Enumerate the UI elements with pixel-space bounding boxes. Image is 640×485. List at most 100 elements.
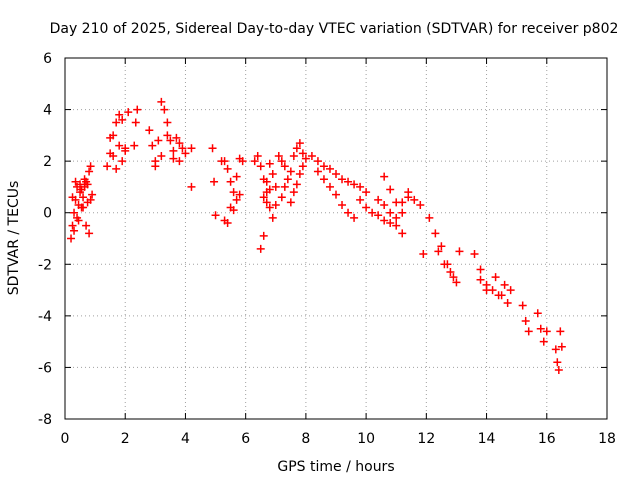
data-point xyxy=(262,177,271,186)
data-point xyxy=(551,345,560,354)
data-point xyxy=(386,185,395,194)
data-point xyxy=(169,146,178,155)
data-point xyxy=(392,213,401,222)
data-point xyxy=(109,151,118,160)
data-point xyxy=(172,133,181,142)
data-point xyxy=(157,151,166,160)
data-point xyxy=(256,162,265,171)
x-tick-label: 16 xyxy=(538,431,556,447)
data-point xyxy=(271,182,280,191)
data-point xyxy=(130,141,139,150)
data-point xyxy=(187,144,196,153)
data-point xyxy=(440,260,449,269)
data-point xyxy=(259,193,268,202)
data-point xyxy=(83,180,92,189)
y-tick-label: -6 xyxy=(38,360,52,376)
data-point xyxy=(476,265,485,274)
y-tick-label: 2 xyxy=(43,154,52,170)
data-point xyxy=(86,195,95,204)
data-point xyxy=(350,213,359,222)
data-point xyxy=(554,366,563,375)
data-point xyxy=(419,249,428,258)
data-point xyxy=(289,151,298,160)
data-point xyxy=(431,229,440,238)
data-point xyxy=(295,170,304,179)
data-point xyxy=(292,144,301,153)
data-point xyxy=(325,182,334,191)
x-tick-label: 14 xyxy=(478,431,496,447)
data-point xyxy=(539,337,548,346)
x-tick-label: 2 xyxy=(121,431,130,447)
data-point xyxy=(556,327,565,336)
data-point xyxy=(68,221,77,230)
data-point xyxy=(536,324,545,333)
y-tick-labels: -8 -6 -4 -2 0 2 4 6 xyxy=(38,51,52,428)
data-point xyxy=(542,327,551,336)
data-point xyxy=(476,275,485,284)
data-point xyxy=(154,136,163,145)
data-point xyxy=(350,180,359,189)
data-points xyxy=(67,97,566,375)
data-point xyxy=(313,157,322,166)
data-point xyxy=(259,231,268,240)
data-point xyxy=(344,177,353,186)
data-point xyxy=(265,203,274,212)
data-point xyxy=(74,216,83,225)
data-point xyxy=(319,162,328,171)
data-point xyxy=(292,180,301,189)
data-point xyxy=(286,167,295,176)
data-point xyxy=(319,175,328,184)
data-point xyxy=(229,188,238,197)
data-point xyxy=(187,182,196,191)
data-point xyxy=(124,108,133,117)
data-point xyxy=(325,164,334,173)
x-tick-label: 10 xyxy=(357,431,375,447)
data-point xyxy=(67,234,76,243)
x-tick-label: 8 xyxy=(301,431,310,447)
data-point xyxy=(229,206,238,215)
y-tick-label: 0 xyxy=(43,206,52,222)
data-point xyxy=(268,170,277,179)
chart-title: Day 210 of 2025, Sidereal Day-to-day VTE… xyxy=(50,21,619,37)
data-point xyxy=(70,208,79,217)
data-point xyxy=(374,211,383,220)
data-point xyxy=(112,164,121,173)
data-point xyxy=(500,280,509,289)
x-axis-label: GPS time / hours xyxy=(277,459,394,475)
axis-ticks xyxy=(64,57,608,420)
data-point xyxy=(235,190,244,199)
data-point xyxy=(118,157,127,166)
data-point xyxy=(223,219,232,228)
x-tick-label: 12 xyxy=(417,431,435,447)
data-point xyxy=(256,244,265,253)
data-point xyxy=(88,190,97,199)
data-point xyxy=(491,273,500,282)
data-point xyxy=(506,286,515,295)
data-point xyxy=(446,268,455,277)
data-point xyxy=(226,177,235,186)
data-point xyxy=(112,118,121,127)
data-point xyxy=(392,198,401,207)
data-point xyxy=(148,141,157,150)
data-point xyxy=(70,226,79,235)
data-point xyxy=(175,139,184,148)
data-point xyxy=(79,193,88,202)
data-point xyxy=(307,151,316,160)
data-point xyxy=(301,154,310,163)
data-point xyxy=(211,211,220,220)
data-point xyxy=(169,154,178,163)
data-point xyxy=(298,162,307,171)
data-point xyxy=(449,273,458,282)
plot-frame xyxy=(64,57,608,420)
data-point xyxy=(398,229,407,238)
data-point xyxy=(157,97,166,106)
data-point xyxy=(175,157,184,166)
data-point xyxy=(362,203,371,212)
data-point xyxy=(368,208,377,217)
data-point xyxy=(271,200,280,209)
data-point xyxy=(286,198,295,207)
data-point xyxy=(332,170,340,179)
data-point xyxy=(250,157,259,166)
data-point xyxy=(208,144,217,153)
